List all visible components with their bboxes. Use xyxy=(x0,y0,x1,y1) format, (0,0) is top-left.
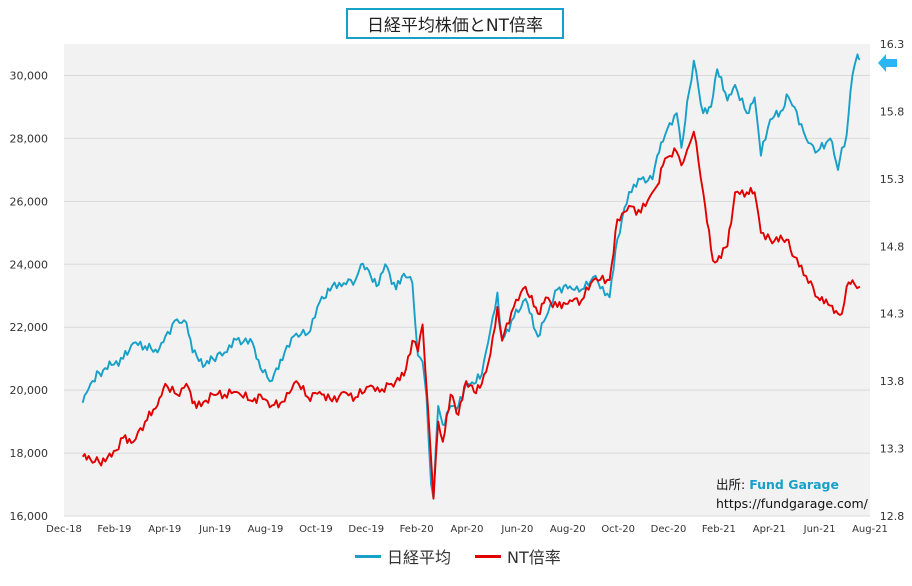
x-tick-label: Aug-19 xyxy=(248,524,284,535)
x-tick-label: Dec-19 xyxy=(348,524,384,535)
y-right-tick-label: 12.8 xyxy=(880,510,905,523)
y-right-tick-label: 13.8 xyxy=(880,375,905,388)
legend: 日経平均 NT倍率 xyxy=(355,543,585,569)
chart-title: 日経平均株価とNT倍率 xyxy=(346,8,564,39)
y-left-tick-label: 28,000 xyxy=(10,132,49,145)
y-left-tick-label: 20,000 xyxy=(10,384,49,397)
y-right-tick-label: 15.8 xyxy=(880,105,905,118)
source-note: 出所: Fund Garage https://fundgarage.com/ xyxy=(716,475,868,513)
y-left-tick-label: 22,000 xyxy=(10,321,49,334)
legend-label-nikkei: 日経平均 xyxy=(387,548,452,567)
x-tick-label: Apr-19 xyxy=(148,524,181,535)
x-tick-label: Dec-18 xyxy=(46,524,82,535)
x-tick-label: Jun-19 xyxy=(198,524,231,535)
x-tick-label: Jun-21 xyxy=(803,524,836,535)
x-tick-label: Feb-19 xyxy=(97,524,131,535)
x-tick-label: Apr-20 xyxy=(451,524,484,535)
x-tick-label: Feb-20 xyxy=(400,524,434,535)
x-tick-label: Jun-20 xyxy=(500,524,533,535)
y-left-tick-label: 18,000 xyxy=(10,447,49,460)
series-line-nt xyxy=(81,130,861,500)
y-left-tick-label: 26,000 xyxy=(10,195,49,208)
y-right-ticks: 12.8 13.3 13.8 14.3 14.8 15.3 15.8 16.3 xyxy=(880,38,905,523)
x-tick-label: Feb-21 xyxy=(702,524,736,535)
x-tick-label: Oct-20 xyxy=(601,524,635,535)
x-tick-label: Aug-20 xyxy=(550,524,586,535)
series-layer xyxy=(81,53,861,500)
y-right-tick-label: 13.3 xyxy=(880,443,905,456)
y-right-tick-label: 14.8 xyxy=(880,240,905,253)
source-brand: Fund Garage xyxy=(749,477,839,492)
y-right-tick-label: 15.3 xyxy=(880,173,905,186)
legend-swatch-nt xyxy=(475,554,502,558)
source-url: https://fundgarage.com/ xyxy=(716,496,868,511)
series-line-nikkei xyxy=(81,53,861,500)
x-tick-label: Oct-19 xyxy=(299,524,333,535)
y-left-tick-label: 24,000 xyxy=(10,258,49,271)
legend-item-nt: NT倍率 xyxy=(475,544,561,568)
current-marker-arrow-icon xyxy=(878,54,897,72)
y-right-tick-label: 14.3 xyxy=(880,308,905,321)
y-left-tick-label: 16,000 xyxy=(10,510,49,523)
y-left-ticks: 16,000 18,000 20,000 22,000 24,000 26,000 28,0… xyxy=(10,69,49,523)
x-ticks: Dec-18 Feb-19 Apr-19 Jun-19 Aug-19 Oct-19 Dec-… xyxy=(46,524,888,535)
legend-swatch-nikkei xyxy=(355,554,381,558)
source-label: 出所: xyxy=(716,477,746,492)
legend-label-nt: NT倍率 xyxy=(507,548,561,567)
x-tick-label: Apr-21 xyxy=(753,524,786,535)
x-tick-label: Dec-20 xyxy=(651,524,687,535)
chart-title-text: 日経平均株価とNT倍率 xyxy=(366,16,544,36)
y-right-tick-label: 16.3 xyxy=(880,38,905,51)
plot-area xyxy=(64,44,870,516)
y-left-tick-label: 30,000 xyxy=(10,69,49,82)
x-tick-label: Aug-21 xyxy=(852,524,888,535)
gridlines xyxy=(64,74,870,517)
source-line: 出所: Fund Garage xyxy=(716,475,868,494)
legend-item-nikkei: 日経平均 xyxy=(355,544,451,568)
